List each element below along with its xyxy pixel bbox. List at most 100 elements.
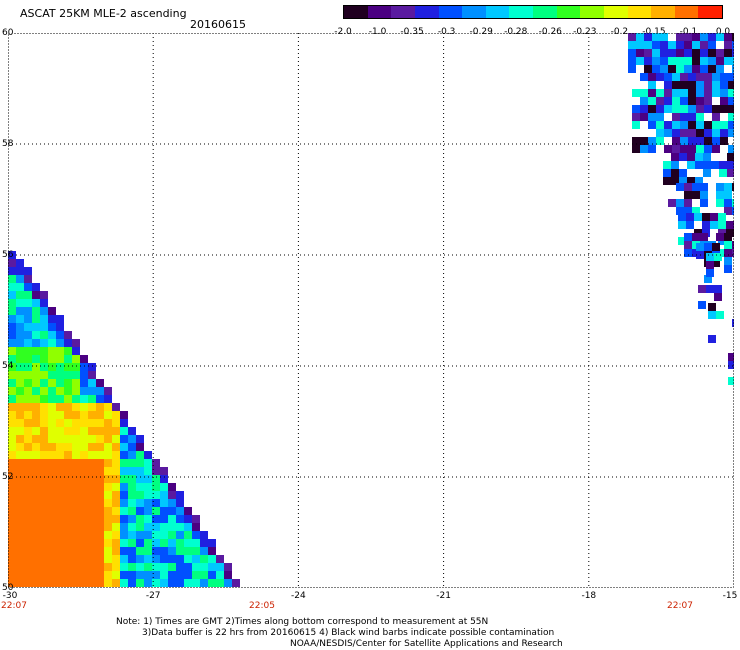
swath-cell: [96, 571, 104, 579]
swath-cell: [136, 491, 144, 499]
swath-cell: [24, 571, 32, 579]
swath-cell: [684, 249, 692, 257]
swath-cell: [80, 379, 88, 387]
colorbar-swatch: [580, 6, 604, 18]
swath-cell: [712, 121, 720, 129]
swath-cell: [64, 355, 72, 363]
swath-cell: [72, 523, 80, 531]
swath-cell: [32, 523, 40, 531]
swath-cell: [24, 315, 32, 323]
swath-cell: [671, 177, 679, 185]
swath-cell: [80, 547, 88, 555]
swath-cell: [32, 411, 40, 419]
swath-cell: [692, 233, 700, 241]
swath-cell: [16, 419, 24, 427]
swath-cell: [192, 515, 200, 523]
swath-cell: [40, 571, 48, 579]
swath-cell: [8, 555, 16, 563]
swath-cell: [136, 443, 144, 451]
swath-cell: [168, 563, 176, 571]
swath-cell: [120, 531, 128, 539]
lon-label: -18: [581, 591, 597, 601]
swath-cell: [16, 451, 24, 459]
swath-cell: [652, 41, 660, 49]
swath-cell: [48, 499, 56, 507]
swath-cell: [56, 483, 64, 491]
swath-cell: [704, 129, 712, 137]
swath-cell: [8, 467, 16, 475]
colorbar-swatch: [485, 6, 510, 18]
swath-cell: [640, 137, 648, 145]
swath-cell: [144, 579, 152, 587]
swath-cell: [128, 467, 136, 475]
swath-cell: [24, 283, 32, 291]
swath-cell: [56, 571, 64, 579]
swath-cell: [184, 507, 192, 515]
swath-cell: [136, 515, 144, 523]
swath-cell: [56, 531, 64, 539]
colorbar-label: -0.26: [538, 27, 562, 37]
swath-cell: [703, 161, 711, 169]
swath-cell: [32, 483, 40, 491]
swath-cell: [692, 65, 700, 73]
swath-cell: [8, 443, 16, 451]
swath-cell: [679, 169, 687, 177]
swath-cell: [56, 435, 64, 443]
swath-cell: [648, 81, 656, 89]
swath-cell: [32, 355, 40, 363]
swath-cell: [40, 579, 48, 587]
swath-cell: [72, 475, 80, 483]
swath-cell: [144, 459, 152, 467]
swath-cell: [136, 483, 144, 491]
swath-cell: [32, 403, 40, 411]
swath-cell: [40, 451, 48, 459]
swath-cell: [88, 547, 96, 555]
lat-label: 52: [2, 472, 14, 482]
swath-cell: [72, 491, 80, 499]
swath-cell: [96, 531, 104, 539]
swath-cell: [640, 113, 648, 121]
swath-cell: [64, 515, 72, 523]
swath-cell: [16, 307, 24, 315]
swath-cell: [64, 523, 72, 531]
swath-cell: [24, 451, 32, 459]
swath-cell: [80, 555, 88, 563]
swath-cell: [660, 33, 668, 41]
swath-cell: [660, 57, 668, 65]
swath-cell: [664, 81, 672, 89]
swath-cell: [628, 65, 636, 73]
swath-cell: [48, 539, 56, 547]
swath-cell: [48, 347, 56, 355]
swath-cell: [200, 579, 208, 587]
swath-cell: [8, 491, 16, 499]
swath-cell: [687, 177, 695, 185]
swath-cell: [48, 411, 56, 419]
swath-cell: [88, 459, 96, 467]
swath-cell: [648, 113, 656, 121]
swath-cell: [96, 387, 104, 395]
swath-cell: [160, 491, 168, 499]
lon-label: -27: [145, 591, 161, 601]
swath-cell: [663, 177, 671, 185]
swath-cell: [8, 323, 16, 331]
swath-cell: [663, 161, 671, 169]
swath-cell: [704, 89, 712, 97]
swath-cell: [72, 411, 80, 419]
swath-cell: [48, 531, 56, 539]
swath-cell: [728, 113, 734, 121]
swath-cell: [112, 571, 120, 579]
swath-cell: [184, 523, 192, 531]
swath-cell: [672, 113, 680, 121]
swath-cell: [16, 491, 24, 499]
swath-cell: [676, 41, 684, 49]
swath-cell: [32, 443, 40, 451]
swath-cell: [144, 539, 152, 547]
swath-cell: [32, 475, 40, 483]
swath-cell: [632, 145, 640, 153]
swath-cell: [32, 363, 40, 371]
swath-cell: [727, 169, 734, 177]
swath-cell: [32, 323, 40, 331]
grid-layer: [8, 33, 734, 588]
swath-cell: [56, 579, 64, 587]
swath-cell: [176, 507, 184, 515]
